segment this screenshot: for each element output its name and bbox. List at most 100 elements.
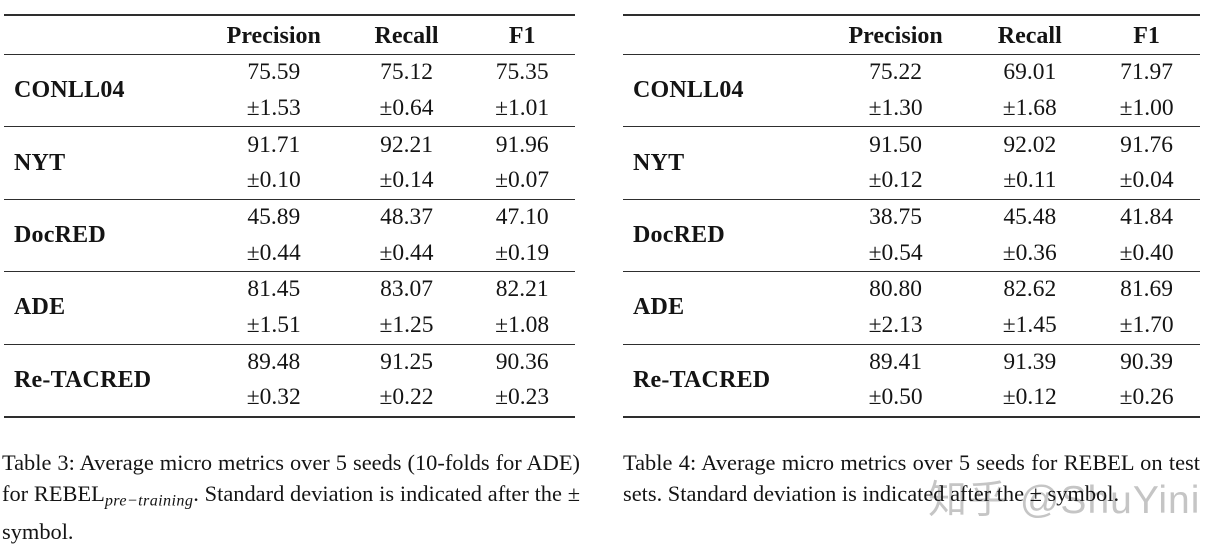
caption-subscript: pre−training — [104, 492, 194, 510]
metric-cell: 75.22 ±1.30 — [825, 55, 966, 126]
metric-value: 45.89 — [247, 204, 301, 231]
metric-value: 89.41 — [869, 348, 923, 375]
metric-std: ±0.19 — [495, 239, 550, 266]
metric-value: 47.10 — [495, 204, 549, 231]
metric-std: ±1.30 — [868, 94, 923, 121]
metric-cell: 91.50 ±0.12 — [825, 127, 966, 198]
row-label: DocRED — [14, 222, 106, 249]
metric-cell: 80.80 ±2.13 — [825, 272, 966, 343]
metric-cell: 89.41 ±0.50 — [825, 345, 966, 416]
metric-std: ±1.51 — [246, 311, 301, 338]
metric-cell: 48.37 ±0.44 — [344, 200, 470, 271]
metric-std: ±0.40 — [1119, 239, 1174, 266]
metric-cell: 38.75 ±0.54 — [825, 200, 966, 271]
metric-value: 71.97 — [1120, 59, 1174, 86]
table-row: CONLL04 75.22 ±1.30 69.01 ±1.68 71.97 ±1… — [623, 55, 1200, 128]
metric-cell: 83.07 ±1.25 — [344, 272, 470, 343]
metric-std: ±1.45 — [1002, 311, 1057, 338]
metric-cell: 82.62 ±1.45 — [966, 272, 1093, 343]
metric-value: 89.48 — [247, 348, 301, 375]
metric-std: ±0.11 — [1003, 167, 1057, 194]
metric-cell: 89.48 ±0.32 — [204, 345, 344, 416]
metric-cell: 81.69 ±1.70 — [1093, 272, 1200, 343]
metric-cell: 91.96 ±0.07 — [469, 127, 575, 198]
metric-cell: 81.45 ±1.51 — [204, 272, 344, 343]
metric-cell: 47.10 ±0.19 — [469, 200, 575, 271]
metric-value: 91.96 — [495, 131, 549, 158]
column-header-recall: Recall — [374, 23, 439, 49]
table-3-caption: Table 3: Average micro metrics over 5 se… — [2, 448, 580, 548]
metric-value: 81.69 — [1120, 276, 1174, 303]
metric-std: ±2.13 — [868, 311, 923, 338]
watermark: 知乎 @ShuYini — [928, 479, 1201, 522]
table3-block: Precision Recall F1 CONLL04 75.59 ±1.53 … — [2, 14, 580, 548]
row-label: Re-TACRED — [633, 366, 771, 393]
metric-std: ±0.32 — [246, 384, 301, 411]
metric-std: ±0.23 — [495, 384, 550, 411]
metric-cell: 75.59 ±1.53 — [204, 55, 344, 126]
metric-value: 75.22 — [869, 59, 923, 86]
metric-value: 69.01 — [1003, 59, 1057, 86]
metric-cell: 90.39 ±0.26 — [1093, 345, 1200, 416]
column-header-f1: F1 — [1133, 23, 1160, 49]
metric-value: 91.71 — [247, 131, 301, 158]
metric-value: 75.59 — [247, 59, 301, 86]
table-3-metrics-table: Precision Recall F1 CONLL04 75.59 ±1.53 … — [4, 14, 575, 418]
metric-cell: 91.39 ±0.12 — [966, 345, 1093, 416]
metric-value: 91.25 — [380, 348, 433, 375]
metric-std: ±1.25 — [379, 311, 434, 338]
row-label: Re-TACRED — [14, 366, 152, 393]
table-row: DocRED 45.89 ±0.44 48.37 ±0.44 47.10 ±0.… — [4, 200, 575, 273]
metric-std: ±0.50 — [868, 384, 923, 411]
metric-value: 48.37 — [380, 204, 433, 231]
metric-std: ±1.70 — [1119, 311, 1174, 338]
metric-cell: 41.84 ±0.40 — [1093, 200, 1200, 271]
metric-cell: 91.71 ±0.10 — [204, 127, 344, 198]
row-label: ADE — [14, 294, 66, 321]
metric-cell: 75.35 ±1.01 — [469, 55, 575, 126]
metric-cell: 71.97 ±1.00 — [1093, 55, 1200, 126]
metric-std: ±0.04 — [1119, 167, 1174, 194]
caption-text: Table 4: Average micro metrics over 5 se… — [623, 450, 1200, 506]
metric-value: 90.39 — [1120, 348, 1174, 375]
metric-std: ±0.14 — [379, 167, 434, 194]
column-header-recall: Recall — [997, 23, 1062, 49]
row-label: NYT — [633, 149, 685, 176]
metric-value: 75.12 — [380, 59, 433, 86]
metric-value: 91.76 — [1120, 131, 1174, 158]
column-header-precision: Precision — [226, 23, 321, 49]
column-header-f1: F1 — [508, 23, 536, 49]
table-row: ADE 81.45 ±1.51 83.07 ±1.25 82.21 ±1.08 — [4, 272, 575, 345]
row-label: NYT — [14, 149, 66, 176]
metric-std: ±1.08 — [495, 311, 550, 338]
metric-value: 82.21 — [495, 276, 549, 303]
metric-value: 91.39 — [1003, 348, 1057, 375]
metric-value: 83.07 — [380, 276, 433, 303]
metric-cell: 90.36 ±0.23 — [469, 345, 575, 416]
column-header-precision: Precision — [848, 23, 943, 49]
metric-cell: 92.21 ±0.14 — [344, 127, 470, 198]
metric-std: ±0.64 — [379, 94, 434, 121]
table-row: ADE 80.80 ±2.13 82.62 ±1.45 81.69 ±1.70 — [623, 272, 1200, 345]
metric-cell: 91.76 ±0.04 — [1093, 127, 1200, 198]
metric-cell: 75.12 ±0.64 — [344, 55, 470, 126]
metric-std: ±0.44 — [379, 239, 434, 266]
metric-std: ±0.54 — [868, 239, 923, 266]
metric-std: ±0.26 — [1119, 384, 1174, 411]
row-label: DocRED — [633, 222, 725, 249]
metric-value: 81.45 — [247, 276, 301, 303]
table-row: Re-TACRED 89.41 ±0.50 91.39 ±0.12 90.39 … — [623, 345, 1200, 416]
metric-value: 45.48 — [1003, 204, 1057, 231]
table-header-row: Precision Recall F1 — [4, 16, 575, 55]
metric-value: 75.35 — [495, 59, 549, 86]
table-row: NYT 91.50 ±0.12 92.02 ±0.11 91.76 ±0.04 — [623, 127, 1200, 200]
table-4-metrics-table: Precision Recall F1 CONLL04 75.22 ±1.30 … — [623, 14, 1200, 418]
metric-value: 80.80 — [869, 276, 923, 303]
metric-std: ±1.68 — [1002, 94, 1057, 121]
metric-std: ±0.44 — [246, 239, 301, 266]
metric-std: ±1.01 — [495, 94, 550, 121]
caption-text: . Standard deviation is indicated after … — [2, 480, 581, 545]
table-4-caption: Table 4: Average micro metrics over 5 se… — [623, 448, 1200, 510]
metric-value: 38.75 — [869, 204, 923, 231]
metric-value: 90.36 — [495, 348, 549, 375]
